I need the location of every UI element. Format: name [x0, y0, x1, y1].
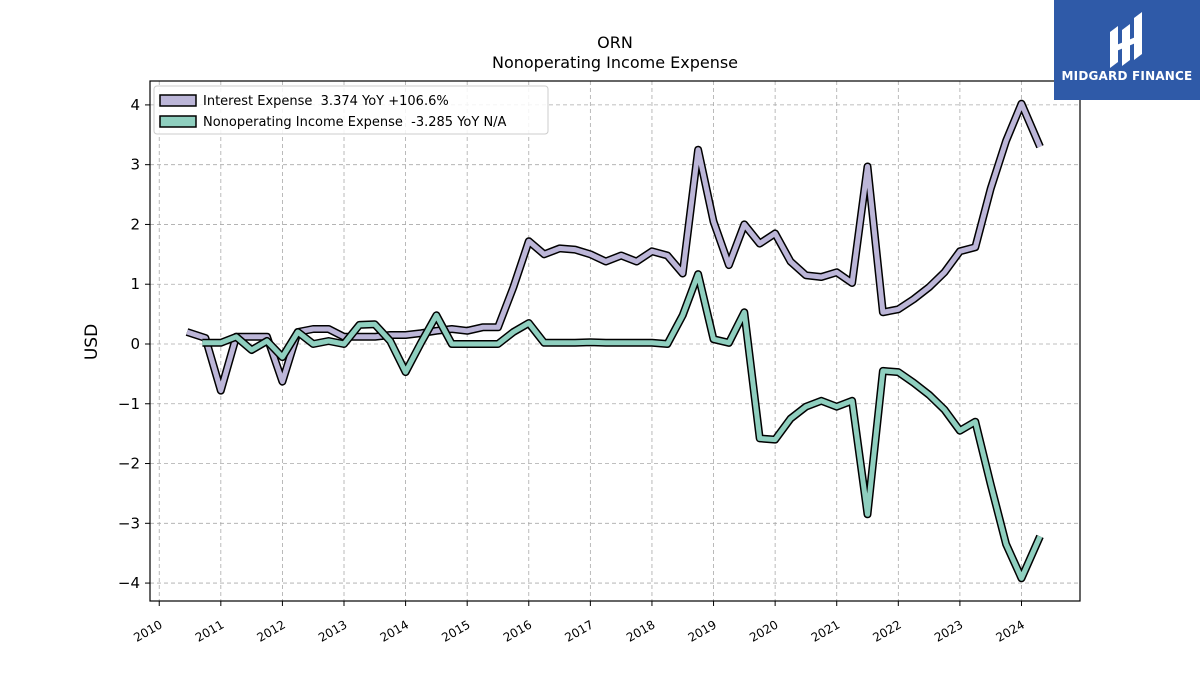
x-tick-label: 2020 [747, 617, 780, 644]
series-outline-nonoperating-income-expense [202, 270, 1044, 583]
midgard-logo-icon [1110, 12, 1142, 68]
x-tick-label: 2010 [131, 617, 164, 644]
y-tick-label: 1 [130, 275, 140, 293]
x-tick-label: 2013 [316, 617, 349, 644]
y-tick-label: 2 [130, 215, 140, 233]
x-tick-label: 2014 [378, 617, 411, 644]
y-tick-label: 4 [130, 96, 140, 114]
legend: Interest Expense 3.374 YoY +106.6% Nonop… [153, 85, 549, 135]
x-tick-label: 2022 [870, 617, 903, 644]
x-tick-label: 2021 [809, 617, 842, 644]
y-axis: 4 3 2 1 0 −1 −2 −3 −4 [118, 96, 150, 592]
legend-label-interest-expense: Interest Expense 3.374 YoY +106.6% [203, 94, 449, 109]
chart-title: ORN [597, 33, 633, 52]
legend-swatch-interest-expense [159, 94, 197, 107]
y-tick-label: 3 [130, 156, 140, 174]
chart-subtitle: Nonoperating Income Expense [492, 53, 738, 72]
series-line-interest-expense [186, 101, 1043, 394]
y-tick-label: −4 [118, 574, 140, 592]
x-tick-label: 2012 [254, 617, 287, 644]
y-axis-label: USD [82, 324, 102, 360]
y-tick-label: −3 [118, 514, 140, 532]
brand-logo: MIDGARD FINANCE [1054, 0, 1200, 100]
y-tick-label: −2 [118, 455, 140, 473]
y-tick-label: −1 [118, 395, 140, 413]
brand-name: MIDGARD FINANCE [1061, 69, 1193, 83]
x-tick-label: 2024 [994, 617, 1027, 644]
x-tick-label: 2015 [439, 617, 472, 644]
legend-label-nonoperating-income-expense: Nonoperating Income Expense -3.285 YoY N… [203, 115, 507, 130]
x-tick-label: 2019 [686, 617, 719, 644]
x-tick-label: 2011 [193, 617, 226, 644]
legend-swatch-nonoperating-income-expense [159, 115, 197, 128]
x-axis: 2010 2011 2012 2013 2014 2015 2016 2017 2018 2019… [131, 601, 1027, 645]
x-tick-label: 2018 [624, 617, 657, 644]
y-tick-label: 0 [130, 335, 140, 353]
x-tick-label: 2017 [562, 617, 595, 644]
x-tick-label: 2023 [932, 617, 965, 644]
series-lines [185, 99, 1044, 583]
x-tick-label: 2016 [501, 617, 534, 644]
plot-frame [149, 80, 1081, 602]
series-line-nonoperating-income-expense [202, 271, 1043, 581]
